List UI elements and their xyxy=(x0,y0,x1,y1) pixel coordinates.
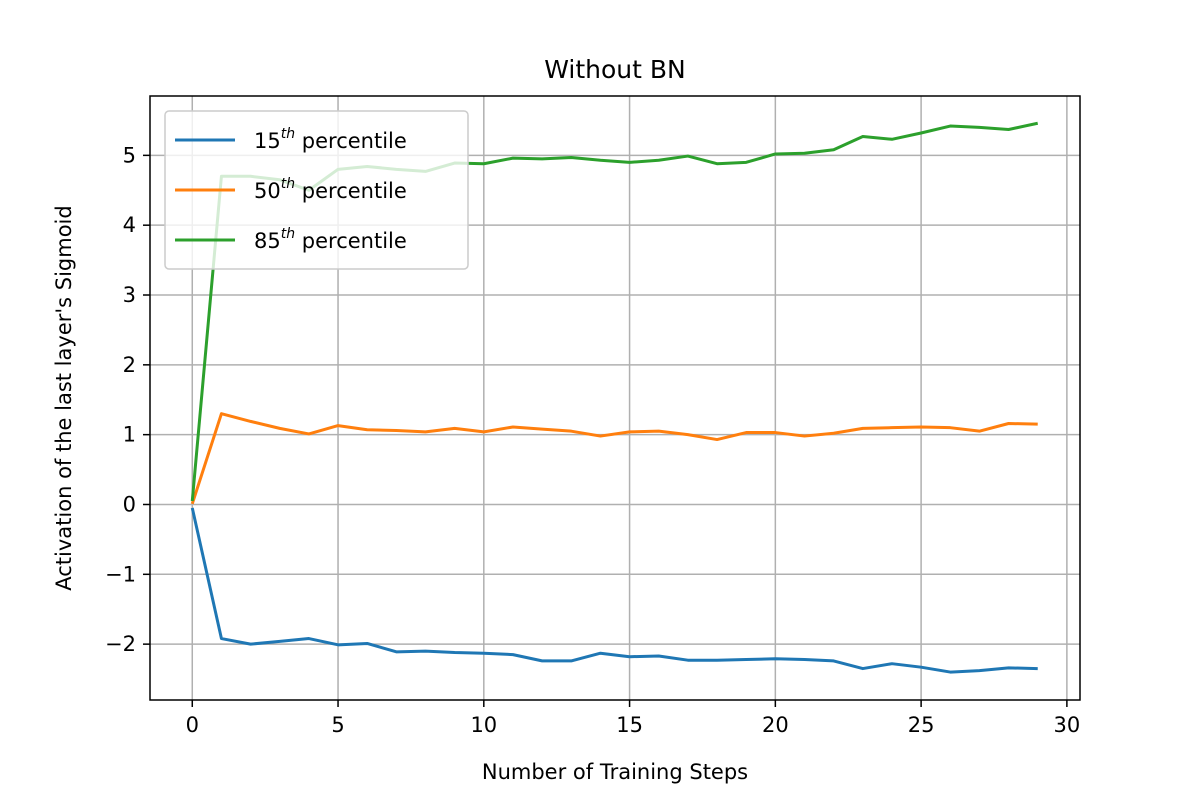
plot-frame xyxy=(149,95,1081,701)
series-line-15 xyxy=(190,507,1038,674)
y-tick-label: 4 xyxy=(123,213,136,237)
y-tick-label: 2 xyxy=(123,353,136,377)
series-line-50 xyxy=(190,412,1038,505)
y-axis-label: Activation of the last layer's Sigmoid xyxy=(52,205,76,590)
axis-ticks: 0 5 10 15 20 25 30 −2 −1 0 1 2 3 4 5 xyxy=(105,143,1080,737)
y-tick-label: −2 xyxy=(105,632,136,656)
y-tick-label: 5 xyxy=(123,143,136,167)
y-tick-label: 3 xyxy=(123,283,136,307)
x-tick-label: 30 xyxy=(1054,713,1081,737)
legend-entry: 85th percentile xyxy=(254,226,407,253)
x-tick-label: 10 xyxy=(470,713,497,737)
x-tick-label: 25 xyxy=(908,713,935,737)
y-tick-label: 0 xyxy=(123,492,136,516)
legend-entry: 15th percentile xyxy=(254,126,407,153)
x-tick-label: 5 xyxy=(331,713,344,737)
x-tick-label: 0 xyxy=(186,713,199,737)
y-tick-label: −1 xyxy=(105,562,136,586)
x-tick-label: 15 xyxy=(616,713,643,737)
y-tick-label: 1 xyxy=(123,423,136,447)
legend-entry: 50th percentile xyxy=(254,176,407,203)
legend-box xyxy=(164,110,469,270)
legend: 15th percentile 50th percentile 85th perce… xyxy=(164,110,469,270)
x-axis-label: Number of Training Steps xyxy=(482,760,748,784)
x-tick-label: 20 xyxy=(762,713,789,737)
chart-title: Without BN xyxy=(544,55,686,84)
